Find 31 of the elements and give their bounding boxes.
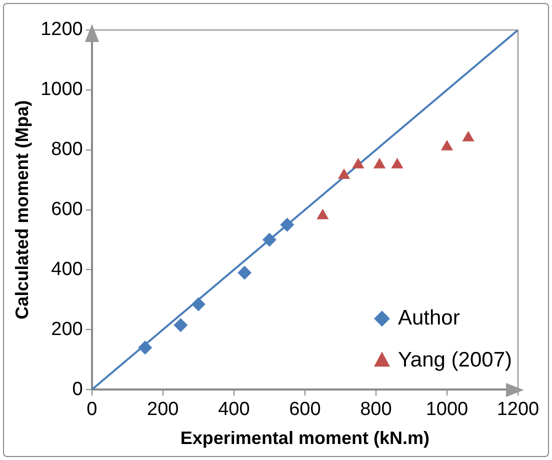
point [391, 158, 404, 168]
point [280, 218, 294, 232]
x-tick-label: 0 [86, 399, 98, 420]
y-tick-label: 1200 [40, 19, 83, 40]
x-axis-title: Experimental moment (kN.m) [180, 428, 430, 448]
point [440, 140, 454, 150]
point [191, 297, 206, 312]
point [338, 168, 350, 179]
y-tick-label: 800 [51, 139, 83, 160]
point [262, 232, 276, 247]
y-tick-label: 1000 [40, 79, 83, 100]
x-tick-label: 800 [360, 399, 392, 420]
y-tick-label: 600 [51, 199, 83, 220]
x-tick-label: 600 [289, 399, 321, 420]
point [174, 318, 188, 332]
point [138, 340, 152, 355]
x-tick-label: 1200 [496, 399, 540, 420]
point [316, 208, 329, 220]
legend-label: Author [398, 306, 460, 330]
x-tick-label: 400 [218, 399, 250, 420]
legend-label: Yang (2007) [398, 348, 512, 372]
x-tick-label: 1000 [426, 399, 468, 420]
y-tick-label: 400 [51, 258, 83, 280]
point [462, 130, 474, 142]
point [352, 158, 364, 168]
x-tick-label: 200 [147, 399, 179, 420]
y-tick-label: 0 [72, 378, 83, 400]
point [373, 158, 386, 168]
point [238, 266, 252, 280]
y-axis-title: Calculated moment (Mpa) [12, 100, 32, 320]
y-tick-label: 200 [51, 318, 83, 340]
